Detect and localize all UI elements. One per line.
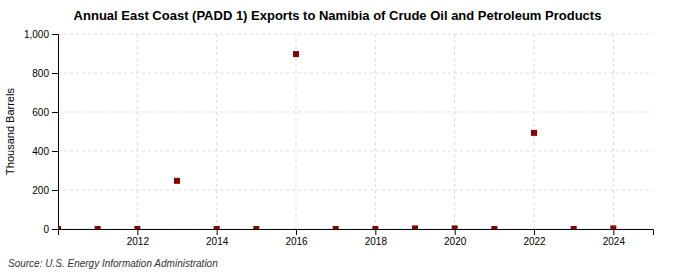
x-tick-label: 2018 [365, 236, 388, 247]
x-grid-line [296, 34, 297, 229]
point [372, 226, 378, 229]
x-tick: 2012 [127, 229, 150, 247]
y-grid-line [58, 190, 653, 191]
y-tick: 0 [43, 224, 58, 235]
y-grid-line [58, 73, 653, 74]
x-tick-label: 2014 [206, 236, 229, 247]
y-tick-mark [52, 190, 58, 191]
point [58, 226, 61, 229]
y-tick-label: 200 [32, 185, 49, 196]
y-tick-label: 1,000 [24, 29, 49, 40]
point [134, 226, 140, 229]
y-tick: 800 [32, 68, 58, 79]
y-tick-label: 0 [43, 224, 49, 235]
x-tick: 2022 [523, 229, 546, 247]
x-tick-label: 2022 [523, 236, 546, 247]
x-grid-line [375, 34, 376, 229]
x-tick: 2020 [444, 229, 467, 247]
x-tick: 2018 [365, 229, 388, 247]
chart-container: 2012 2014 2016 2018 2020 2022 2024 0 200 400 600 80… [0, 0, 675, 275]
point [174, 178, 180, 184]
y-tick-label: 400 [32, 146, 49, 157]
points [58, 51, 616, 229]
point [333, 226, 339, 229]
x-tick-mark [217, 229, 218, 235]
point [531, 130, 537, 136]
grid [58, 34, 653, 229]
y-tick: 1,000 [24, 29, 58, 40]
y-axis: 0 200 400 600 800 1,000 [24, 29, 59, 235]
x-tick-label: 2016 [285, 236, 308, 247]
x-tick-mark [534, 229, 535, 235]
y-tick-mark [52, 151, 58, 152]
x-tick: 2016 [285, 229, 308, 247]
point [571, 226, 577, 229]
y-tick: 600 [32, 107, 58, 118]
title: Annual East Coast (PADD 1) Exports to Na… [74, 8, 602, 23]
y-tick-mark [52, 34, 58, 35]
point [253, 226, 259, 229]
y-axis-line [52, 35, 59, 230]
point [95, 226, 101, 229]
x-grid-line [216, 34, 217, 229]
y-grid-line [58, 151, 653, 152]
x-grid-line [613, 34, 614, 229]
x-grid-line [137, 34, 138, 229]
x-tick-mark [375, 229, 376, 235]
y-tick: 400 [32, 146, 58, 157]
source-note: Source: U.S. Energy Information Administ… [8, 258, 218, 269]
point [293, 51, 299, 57]
x-tick-mark [296, 229, 297, 235]
point [452, 225, 458, 229]
point [214, 226, 220, 229]
point [610, 225, 616, 229]
x-tick-mark [455, 229, 456, 235]
y-tick: 200 [32, 185, 58, 196]
x-axis: 2012 2014 2016 2018 2020 2022 2024 [59, 229, 654, 247]
x-tick: 2014 [206, 229, 229, 247]
y-grid-line [58, 34, 653, 35]
x-axis-line [59, 230, 654, 236]
y-axis-title: Thousand Barrels [4, 88, 16, 175]
point [491, 226, 497, 229]
x-tick-label: 2012 [127, 236, 150, 247]
x-tick-mark [613, 229, 614, 235]
y-tick-mark [52, 73, 58, 74]
y-tick-mark [52, 112, 58, 113]
x-tick-mark [137, 229, 138, 235]
x-tick-label: 2024 [603, 236, 626, 247]
chart-svg: 2012 2014 2016 2018 2020 2022 2024 0 200 400 600 80… [0, 0, 675, 275]
x-grid-line [454, 34, 455, 229]
x-tick-label: 2020 [444, 236, 467, 247]
x-tick: 2024 [603, 229, 626, 247]
point [412, 225, 418, 229]
y-grid-line [58, 112, 653, 113]
y-tick-label: 800 [32, 68, 49, 79]
y-tick-label: 600 [32, 107, 49, 118]
y-tick-mark [52, 229, 58, 230]
plot: 2012 2014 2016 2018 2020 2022 2024 0 200 400 600 80… [24, 29, 654, 247]
